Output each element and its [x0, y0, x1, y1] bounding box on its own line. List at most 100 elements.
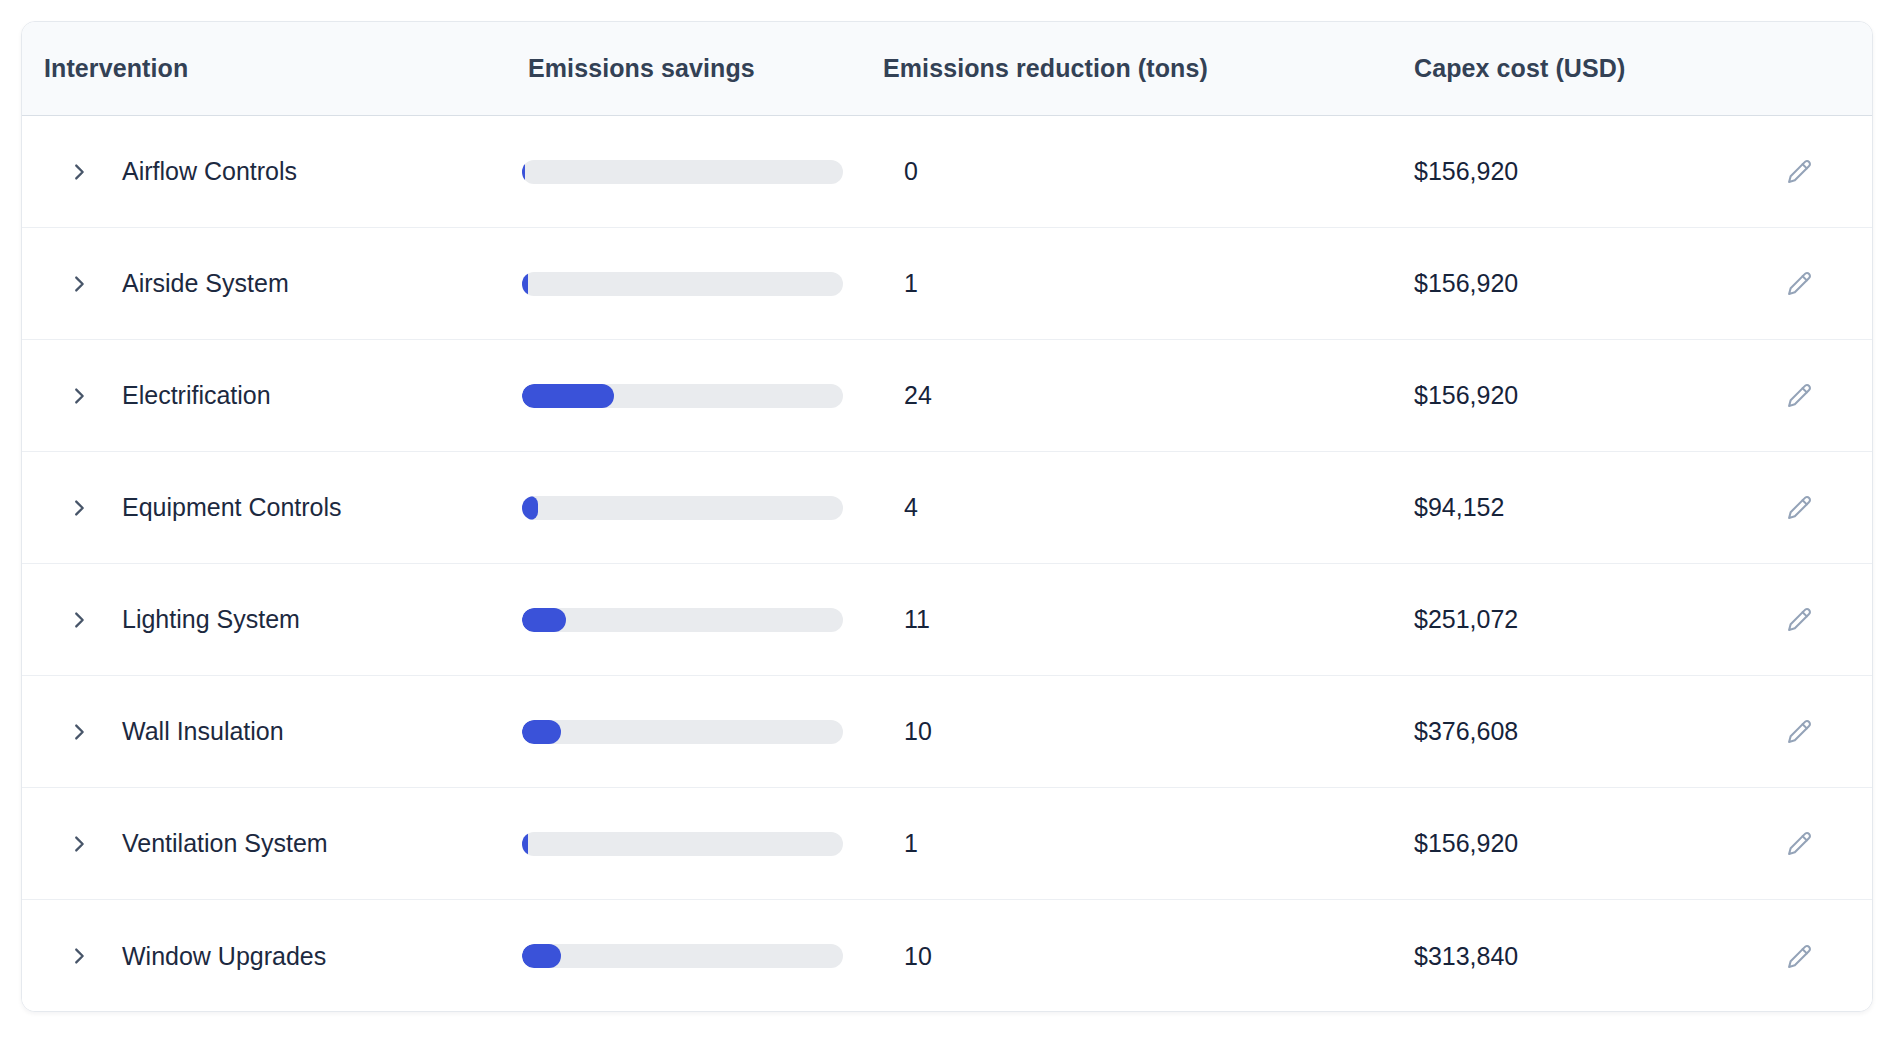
emissions-savings-bar-fill	[522, 720, 561, 744]
chevron-right-icon	[68, 945, 90, 967]
expand-row-button[interactable]	[64, 605, 94, 635]
emissions-savings-cell	[522, 160, 883, 184]
capex-cell: $251,072	[1414, 603, 1872, 637]
emissions-reduction-value: 1	[883, 269, 1414, 298]
edit-row-button[interactable]	[1782, 603, 1816, 637]
chevron-right-icon	[68, 721, 90, 743]
table-row[interactable]: Airside System 1 $156,920	[22, 228, 1872, 340]
emissions-reduction-value: 10	[883, 942, 1414, 971]
edit-row-button[interactable]	[1782, 267, 1816, 301]
emissions-savings-bar-track	[522, 720, 843, 744]
emissions-savings-bar-track	[522, 496, 843, 520]
table-row[interactable]: Wall Insulation 10 $376,608	[22, 676, 1872, 788]
edit-row-button[interactable]	[1782, 827, 1816, 861]
chevron-right-icon	[68, 497, 90, 519]
column-header-intervention: Intervention	[22, 54, 522, 83]
capex-cost-value: $156,920	[1414, 269, 1518, 298]
chevron-right-icon	[68, 161, 90, 183]
intervention-name: Window Upgrades	[122, 942, 326, 971]
intervention-cell: Lighting System	[22, 605, 522, 635]
emissions-savings-bar-fill	[522, 496, 538, 520]
emissions-reduction-value: 0	[883, 157, 1414, 186]
table-row[interactable]: Window Upgrades 10 $313,840	[22, 900, 1872, 1012]
pencil-icon	[1787, 944, 1812, 969]
edit-row-button[interactable]	[1782, 939, 1816, 973]
chevron-right-icon	[68, 385, 90, 407]
emissions-savings-bar-fill	[522, 944, 561, 968]
intervention-cell: Wall Insulation	[22, 717, 522, 747]
capex-cost-value: $313,840	[1414, 942, 1518, 971]
intervention-name: Lighting System	[122, 605, 300, 634]
edit-row-button[interactable]	[1782, 155, 1816, 189]
pencil-icon	[1787, 831, 1812, 856]
chevron-right-icon	[68, 273, 90, 295]
expand-row-button[interactable]	[64, 493, 94, 523]
column-header-emissions-savings: Emissions savings	[522, 54, 883, 83]
table-row[interactable]: Ventilation System 1 $156,920	[22, 788, 1872, 900]
table-row[interactable]: Lighting System 11 $251,072	[22, 564, 1872, 676]
table-row[interactable]: Electrification 24 $156,920	[22, 340, 1872, 452]
emissions-savings-cell	[522, 944, 883, 968]
intervention-cell: Equipment Controls	[22, 493, 522, 523]
expand-row-button[interactable]	[64, 829, 94, 859]
capex-cost-value: $156,920	[1414, 381, 1518, 410]
pencil-icon	[1787, 383, 1812, 408]
intervention-name: Wall Insulation	[122, 717, 284, 746]
emissions-savings-bar-fill	[522, 832, 528, 856]
edit-row-button[interactable]	[1782, 491, 1816, 525]
intervention-cell: Electrification	[22, 381, 522, 411]
capex-cost-value: $156,920	[1414, 157, 1518, 186]
emissions-savings-bar-track	[522, 944, 843, 968]
column-header-emissions-reduction: Emissions reduction (tons)	[883, 54, 1414, 83]
chevron-right-icon	[68, 609, 90, 631]
capex-cell: $313,840	[1414, 939, 1872, 973]
capex-cost-value: $376,608	[1414, 717, 1518, 746]
capex-cell: $156,920	[1414, 379, 1872, 413]
capex-cost-value: $94,152	[1414, 493, 1504, 522]
emissions-reduction-value: 11	[883, 605, 1414, 634]
emissions-savings-bar-track	[522, 608, 843, 632]
column-header-capex-cost: Capex cost (USD)	[1414, 54, 1872, 83]
expand-row-button[interactable]	[64, 941, 94, 971]
expand-row-button[interactable]	[64, 157, 94, 187]
emissions-savings-bar-track	[522, 272, 843, 296]
emissions-savings-cell	[522, 608, 883, 632]
chevron-right-icon	[68, 833, 90, 855]
intervention-cell: Window Upgrades	[22, 941, 522, 971]
expand-row-button[interactable]	[64, 269, 94, 299]
capex-cost-value: $251,072	[1414, 605, 1518, 634]
pencil-icon	[1787, 607, 1812, 632]
intervention-name: Airflow Controls	[122, 157, 297, 186]
emissions-savings-cell	[522, 496, 883, 520]
emissions-reduction-value: 10	[883, 717, 1414, 746]
intervention-name: Equipment Controls	[122, 493, 342, 522]
intervention-name: Ventilation System	[122, 829, 328, 858]
emissions-reduction-value: 4	[883, 493, 1414, 522]
table-body: Airflow Controls 0 $156,920 Airside Syst…	[22, 116, 1872, 1012]
intervention-cell: Airflow Controls	[22, 157, 522, 187]
capex-cost-value: $156,920	[1414, 829, 1518, 858]
expand-row-button[interactable]	[64, 717, 94, 747]
table-row[interactable]: Equipment Controls 4 $94,152	[22, 452, 1872, 564]
table-header-row: Intervention Emissions savings Emissions…	[22, 22, 1872, 116]
pencil-icon	[1787, 159, 1812, 184]
edit-row-button[interactable]	[1782, 379, 1816, 413]
emissions-savings-bar-track	[522, 384, 843, 408]
capex-cell: $156,920	[1414, 827, 1872, 861]
expand-row-button[interactable]	[64, 381, 94, 411]
intervention-name: Electrification	[122, 381, 271, 410]
emissions-savings-cell	[522, 384, 883, 408]
emissions-savings-bar-fill	[522, 608, 566, 632]
table-row[interactable]: Airflow Controls 0 $156,920	[22, 116, 1872, 228]
interventions-table-card: Intervention Emissions savings Emissions…	[21, 21, 1873, 1012]
emissions-savings-cell	[522, 832, 883, 856]
pencil-icon	[1787, 495, 1812, 520]
emissions-savings-cell	[522, 720, 883, 744]
capex-cell: $94,152	[1414, 491, 1872, 525]
emissions-reduction-value: 1	[883, 829, 1414, 858]
pencil-icon	[1787, 271, 1812, 296]
edit-row-button[interactable]	[1782, 715, 1816, 749]
capex-cell: $156,920	[1414, 155, 1872, 189]
emissions-savings-bar-track	[522, 832, 843, 856]
emissions-savings-bar-fill	[522, 384, 614, 408]
